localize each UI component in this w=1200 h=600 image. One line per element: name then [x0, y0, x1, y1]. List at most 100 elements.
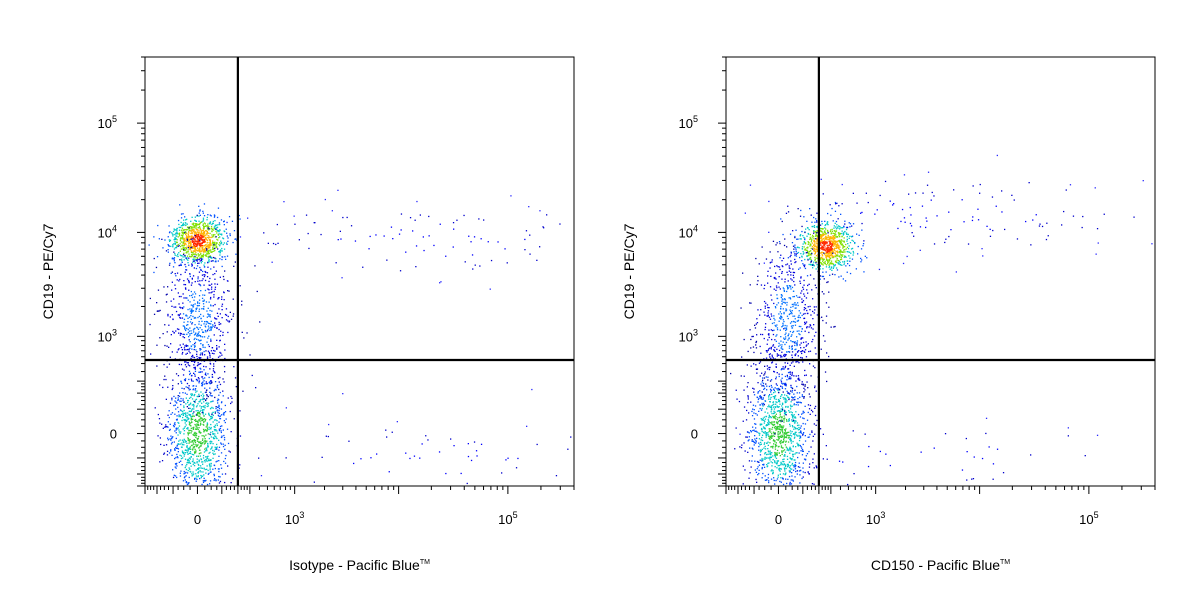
event-dot: [218, 308, 220, 310]
event-dot: [813, 324, 815, 326]
event-dot: [794, 244, 796, 246]
event-dot: [761, 407, 763, 410]
event-dot: [201, 475, 203, 477]
event-dot: [851, 236, 853, 238]
event-dot: [175, 437, 177, 440]
event-dot: [227, 465, 229, 467]
event-dot: [773, 432, 775, 434]
event-dot: [786, 449, 788, 451]
event-dot: [195, 235, 197, 237]
event-dot: [814, 405, 817, 408]
event-dot: [778, 433, 780, 435]
event-dot: [769, 442, 771, 444]
event-dot: [791, 387, 794, 390]
event-dot: [797, 404, 799, 406]
event-dot: [190, 232, 192, 235]
event-dot: [783, 328, 785, 330]
event-dot: [182, 313, 185, 315]
event-dot: [200, 357, 202, 359]
event-dot: [209, 415, 212, 418]
event-dot: [210, 471, 212, 473]
event-dot: [781, 377, 783, 379]
event-dot: [776, 421, 778, 423]
event-dot: [159, 309, 161, 312]
event-dot: [193, 229, 195, 231]
event-dot: [208, 259, 210, 261]
event-dot: [794, 236, 796, 239]
event-dot: [780, 420, 782, 422]
event-dot: [764, 456, 766, 458]
event-dot: [183, 229, 185, 231]
event-dot: [830, 263, 833, 265]
event-dot: [207, 444, 209, 447]
event-dot: [786, 432, 788, 434]
event-dot: [827, 249, 829, 251]
event-dot: [815, 234, 817, 236]
event-dot: [179, 415, 181, 418]
event-dot: [191, 440, 193, 442]
event-dot: [841, 255, 843, 257]
event-dot: [809, 305, 811, 308]
event-dot: [217, 411, 219, 414]
event-dot: [769, 452, 771, 454]
event-dot: [833, 227, 835, 229]
event-dot: [780, 464, 782, 466]
event-dot: [214, 241, 216, 243]
event-dot: [779, 403, 781, 405]
event-dot: [778, 426, 781, 428]
event-dot: [473, 236, 476, 238]
event-dot: [827, 212, 829, 215]
event-dot: [761, 468, 763, 470]
event-dot: [202, 270, 204, 273]
event-dot: [190, 318, 192, 320]
event-dot: [839, 250, 841, 252]
event-dot: [195, 223, 198, 225]
event-dot: [190, 402, 192, 404]
event-dot: [223, 224, 225, 226]
event-dot: [814, 221, 816, 223]
event-dot: [781, 430, 783, 432]
event-dot: [763, 447, 765, 449]
event-dot: [210, 350, 213, 352]
event-dot: [211, 222, 214, 224]
event-dot: [433, 244, 435, 247]
event-dot: [770, 435, 773, 437]
event-dot: [195, 249, 197, 251]
event-dot: [172, 469, 174, 471]
event-dot: [800, 209, 802, 212]
event-dot: [201, 406, 203, 408]
event-dot: [201, 260, 203, 262]
event-dot: [789, 457, 791, 459]
event-dot: [206, 426, 208, 428]
event-dot: [207, 445, 209, 448]
event-dot: [798, 428, 800, 430]
event-dot: [204, 329, 207, 332]
event-dot: [200, 398, 202, 401]
event-dot: [773, 349, 775, 351]
event-dot: [785, 467, 787, 470]
event-dot: [192, 354, 194, 357]
event-dot: [801, 256, 803, 258]
event-dot: [808, 241, 810, 244]
event-dot: [816, 238, 818, 241]
event-dot: [824, 262, 826, 264]
event-dot: [822, 268, 824, 270]
event-dot: [189, 424, 191, 426]
event-dot: [243, 337, 245, 339]
event-dot: [204, 225, 206, 227]
event-dot: [185, 481, 187, 483]
event-dot: [413, 455, 416, 457]
event-dot: [209, 214, 211, 216]
event-dot: [487, 241, 489, 243]
event-dot: [770, 470, 772, 472]
event-dot: [791, 414, 794, 416]
event-dot: [182, 414, 184, 416]
event-dot: [806, 453, 809, 455]
event-dot: [784, 301, 786, 304]
event-dot: [834, 210, 837, 212]
event-dot: [182, 246, 184, 249]
event-dot: [759, 451, 762, 453]
event-dot: [779, 480, 781, 483]
event-dot: [221, 473, 224, 475]
event-dot: [200, 256, 203, 258]
